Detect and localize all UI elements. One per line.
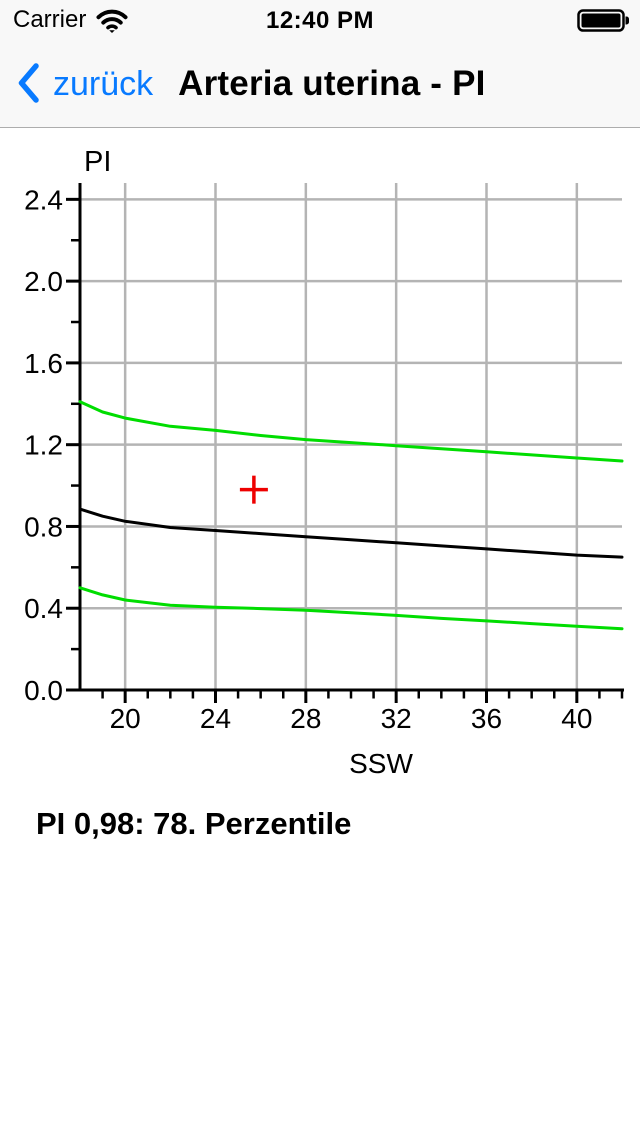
curve-lower-percentile-5 xyxy=(78,586,624,631)
x-tick-label: 32 xyxy=(381,703,412,734)
x-tick-label: 40 xyxy=(561,703,592,734)
header: Carrier 12:40 PM xyxy=(0,0,640,128)
pi-percentile-chart: 0.0 0.4 0.8 1.2 1.6 2.0 2.4 20 24 28 32 36 40 PI SSW xyxy=(24,146,624,779)
clock-label: 12:40 PM xyxy=(265,7,375,34)
curve-upper-percentile-95 xyxy=(78,400,624,463)
y-tick-label: 1.6 xyxy=(24,348,63,379)
back-chevron-icon xyxy=(15,61,41,108)
nav-bar: zurück Arteria uterina - PI xyxy=(0,40,640,128)
x-tick-label: 36 xyxy=(471,703,502,734)
battery-icon xyxy=(577,9,629,37)
y-tick-label: 1.2 xyxy=(24,430,63,461)
result-text: PI 0,98: 78. Perzentile xyxy=(36,806,352,841)
carrier-label: Carrier xyxy=(13,6,87,33)
y-tick-label: 2.4 xyxy=(24,184,63,215)
x-axis-title: SSW xyxy=(349,748,413,779)
x-tick-label: 20 xyxy=(110,703,141,734)
page-title: Arteria uterina - PI xyxy=(178,64,486,103)
y-tick-label: 0.4 xyxy=(24,593,63,624)
back-button-label: zurück xyxy=(53,65,154,103)
curve-median-50 xyxy=(78,507,624,559)
wifi-icon xyxy=(96,9,128,38)
y-tick-label: 0.8 xyxy=(24,511,63,542)
x-tick-label: 28 xyxy=(290,703,321,734)
status-bar: Carrier 12:40 PM xyxy=(0,0,640,40)
y-axis-title: PI xyxy=(84,146,111,178)
y-tick-label: 0.0 xyxy=(24,675,63,706)
y-tick-label: 2.0 xyxy=(24,266,63,297)
back-button[interactable]: zurück xyxy=(15,40,153,128)
x-tick-label: 24 xyxy=(200,703,231,734)
